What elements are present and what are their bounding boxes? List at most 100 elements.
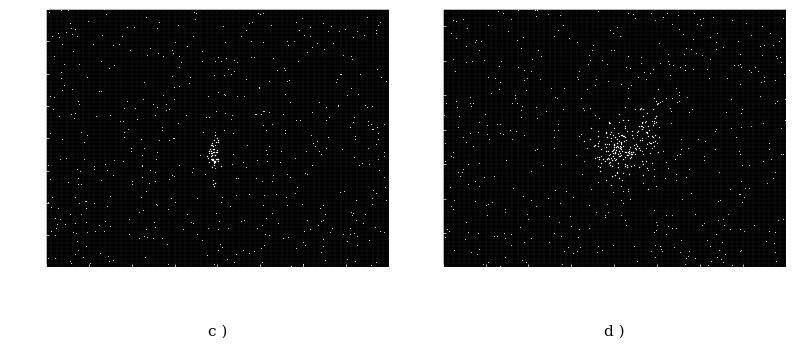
Point — [454, 173, 467, 179]
Point — [50, 225, 63, 230]
Point — [594, 164, 606, 170]
Point — [734, 110, 747, 116]
Point — [648, 115, 661, 121]
Point — [290, 245, 303, 251]
Point — [530, 104, 543, 110]
Point — [570, 152, 582, 158]
Point — [208, 149, 221, 155]
Point — [603, 120, 616, 126]
Point — [514, 224, 527, 229]
Point — [500, 158, 513, 163]
Point — [202, 159, 215, 165]
Point — [558, 249, 570, 254]
Point — [78, 156, 90, 162]
Point — [165, 73, 178, 79]
Point — [674, 64, 686, 70]
Point — [608, 142, 621, 148]
Point — [614, 140, 627, 145]
Point — [317, 46, 330, 52]
Point — [666, 95, 678, 101]
Point — [69, 220, 81, 226]
Point — [626, 11, 639, 17]
Point — [665, 109, 678, 114]
Point — [542, 195, 555, 200]
Point — [481, 201, 494, 206]
Point — [673, 92, 686, 98]
Point — [274, 148, 287, 154]
Point — [624, 163, 637, 169]
Point — [467, 100, 479, 106]
Point — [140, 188, 153, 194]
Point — [149, 224, 161, 230]
Point — [55, 69, 68, 75]
Point — [651, 140, 664, 146]
Point — [614, 143, 626, 149]
Point — [769, 100, 781, 106]
Point — [445, 30, 458, 36]
Point — [193, 152, 206, 158]
Point — [754, 43, 767, 48]
Point — [770, 258, 783, 264]
Point — [638, 69, 650, 75]
Point — [614, 212, 627, 217]
Point — [485, 199, 498, 205]
Point — [487, 173, 500, 178]
Point — [646, 106, 659, 112]
Y-axis label: YLim/km: YLim/km — [6, 117, 15, 159]
Point — [466, 58, 479, 64]
Point — [499, 254, 511, 259]
Point — [667, 62, 680, 68]
Point — [260, 127, 272, 133]
Point — [379, 184, 392, 190]
Point — [367, 126, 380, 131]
Point — [480, 212, 493, 218]
Point — [610, 140, 623, 145]
Point — [535, 53, 547, 59]
Point — [558, 85, 570, 91]
Point — [209, 108, 222, 114]
Point — [256, 178, 268, 184]
Point — [292, 58, 304, 64]
Point — [734, 61, 747, 67]
Point — [344, 225, 356, 230]
Point — [636, 106, 649, 112]
Point — [73, 201, 85, 206]
Point — [212, 158, 225, 164]
Point — [69, 26, 81, 32]
Point — [137, 234, 150, 239]
Point — [153, 137, 165, 143]
Point — [262, 233, 275, 238]
Point — [461, 25, 474, 30]
Point — [710, 39, 722, 45]
Point — [481, 259, 494, 265]
Point — [447, 247, 460, 253]
Point — [553, 219, 566, 225]
Point — [655, 249, 668, 254]
Point — [606, 158, 618, 163]
Point — [599, 130, 612, 136]
Point — [714, 198, 726, 203]
Point — [148, 178, 161, 184]
Point — [624, 65, 637, 71]
Point — [229, 175, 242, 181]
Point — [227, 130, 240, 136]
Point — [518, 67, 531, 73]
Point — [274, 159, 287, 165]
Point — [265, 210, 278, 216]
Point — [456, 170, 469, 175]
Point — [45, 228, 58, 234]
Point — [622, 150, 635, 156]
Point — [219, 92, 232, 98]
Point — [447, 154, 459, 160]
Point — [522, 216, 535, 222]
Point — [566, 250, 579, 256]
Point — [125, 145, 137, 151]
Point — [304, 132, 317, 137]
Point — [580, 86, 593, 91]
Point — [607, 47, 620, 53]
Point — [614, 197, 627, 202]
Point — [621, 152, 634, 158]
Point — [606, 132, 619, 138]
Point — [245, 19, 258, 25]
Point — [624, 154, 637, 160]
